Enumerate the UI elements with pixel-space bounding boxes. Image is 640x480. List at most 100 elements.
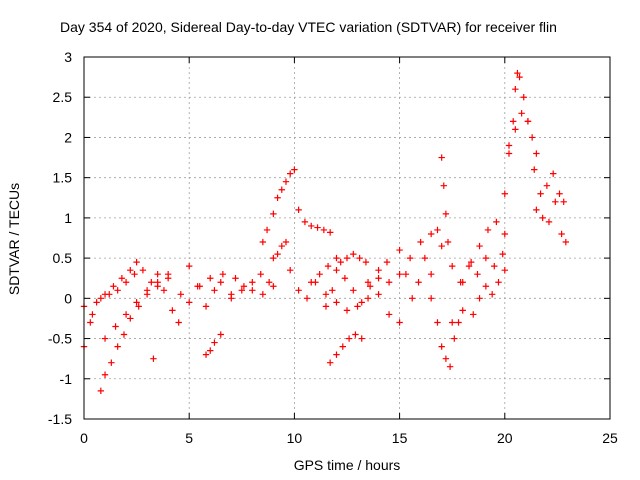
data-point <box>434 319 441 326</box>
data-point <box>133 299 140 306</box>
x-tick-label: 0 <box>80 430 88 446</box>
y-tick-label: 2.5 <box>53 89 73 105</box>
data-point <box>154 271 161 278</box>
data-point <box>333 266 340 274</box>
data-point <box>333 254 340 262</box>
data-point <box>333 351 340 358</box>
data-point <box>558 230 565 238</box>
data-series <box>533 198 570 246</box>
data-point <box>282 238 290 246</box>
data-point <box>442 355 450 362</box>
data-point <box>505 142 513 149</box>
data-point <box>427 271 435 278</box>
data-point <box>270 254 277 262</box>
data-point <box>249 287 256 294</box>
data-point <box>186 299 193 306</box>
data-point <box>101 335 109 342</box>
data-point <box>549 170 557 177</box>
data-point <box>263 226 271 234</box>
y-tick-label: 2 <box>64 129 72 145</box>
data-point <box>364 279 372 286</box>
data-point <box>240 283 248 290</box>
data-series <box>364 238 435 326</box>
data-series <box>427 295 466 370</box>
data-point <box>217 279 224 286</box>
data-point <box>322 291 330 298</box>
data-point <box>449 319 456 326</box>
data-point <box>211 339 218 346</box>
data-point <box>333 299 340 306</box>
data-series <box>308 254 391 306</box>
data-point <box>402 271 410 278</box>
data-point <box>278 242 285 250</box>
data-series <box>322 271 403 314</box>
data-point <box>491 262 498 270</box>
axis-ticks <box>83 56 611 420</box>
data-point <box>274 194 281 201</box>
plot-frame <box>83 56 611 420</box>
data-point <box>314 224 321 231</box>
data-point <box>186 262 193 270</box>
data-point <box>518 110 525 117</box>
data-point <box>150 355 157 362</box>
x-axis-label: GPS time / hours <box>294 457 401 473</box>
data-point <box>114 343 121 350</box>
data-point <box>385 279 393 286</box>
data-point <box>89 311 96 318</box>
data-point <box>409 295 416 302</box>
data-point <box>505 150 513 157</box>
data-point <box>444 238 452 246</box>
data-point <box>87 319 94 326</box>
y-tick-label: 1 <box>64 210 72 226</box>
data-point <box>533 150 540 157</box>
data-point <box>385 311 393 318</box>
data-point <box>510 118 517 125</box>
data-point <box>249 279 256 286</box>
data-point <box>326 229 334 236</box>
y-tick-label: -1 <box>60 371 73 387</box>
data-point <box>552 198 559 205</box>
data-point <box>415 279 422 286</box>
data-point <box>476 242 483 250</box>
x-tick-label: 20 <box>497 430 513 446</box>
data-series <box>150 355 157 362</box>
data-point <box>303 295 311 302</box>
data-point <box>295 287 302 294</box>
data-point <box>217 331 224 338</box>
data-point <box>345 335 353 342</box>
y-axis-label: SDTVAR / TECUs <box>6 183 22 295</box>
data-point <box>175 319 182 326</box>
data-point <box>537 190 544 197</box>
data-point <box>350 287 357 294</box>
data-point <box>350 250 357 258</box>
data-point <box>337 258 344 266</box>
data-point <box>108 359 115 366</box>
data-point <box>501 230 508 238</box>
data-point <box>501 266 508 274</box>
data-series <box>396 226 445 302</box>
data-point <box>499 250 506 258</box>
data-point <box>343 254 351 262</box>
data-point <box>375 266 382 274</box>
data-point <box>495 279 502 286</box>
data-series <box>259 166 298 246</box>
y-tick-label: -1.5 <box>48 411 72 427</box>
data-point <box>127 266 134 274</box>
data-point <box>516 73 523 81</box>
data-series <box>438 154 456 270</box>
data-point <box>291 166 298 173</box>
data-point <box>211 287 218 294</box>
data-series <box>326 331 365 366</box>
data-point <box>470 311 477 318</box>
data-point <box>396 271 403 278</box>
data-point <box>196 283 203 290</box>
data-point <box>127 315 134 322</box>
x-axis-tick-labels: 0 5 10 15 20 25 <box>80 430 618 446</box>
chart-title: Day 354 of 2020, Sidereal Day-to-day VTE… <box>60 19 557 35</box>
data-point <box>259 238 267 246</box>
data-point <box>207 275 214 282</box>
data-point <box>133 258 140 266</box>
data-point <box>539 214 546 222</box>
data-point <box>106 291 113 298</box>
data-point <box>438 242 445 250</box>
